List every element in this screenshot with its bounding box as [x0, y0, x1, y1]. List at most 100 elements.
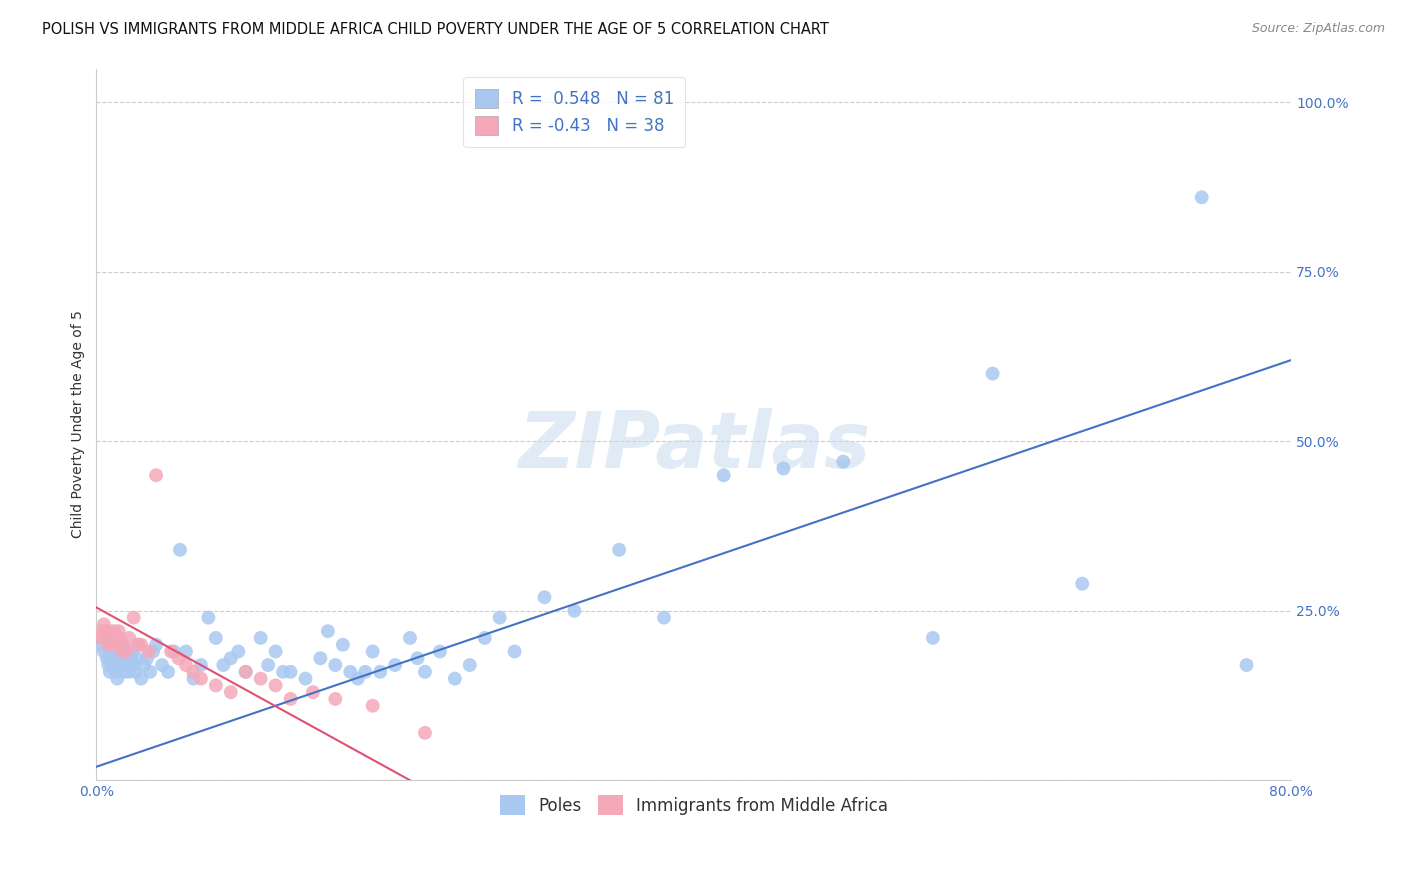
Point	[444, 672, 467, 686]
Point	[503, 644, 526, 658]
Point	[226, 644, 249, 658]
Point	[235, 665, 257, 679]
Point	[112, 638, 135, 652]
Point	[118, 631, 141, 645]
Point	[249, 631, 271, 645]
Point	[103, 658, 125, 673]
Point	[112, 644, 135, 658]
Point	[100, 631, 122, 645]
Point	[1236, 658, 1258, 673]
Point	[145, 638, 167, 652]
Point	[212, 658, 235, 673]
Point	[90, 631, 112, 645]
Point	[98, 624, 121, 639]
Point	[120, 651, 142, 665]
Point	[101, 651, 124, 665]
Point	[127, 638, 149, 652]
Point	[121, 644, 143, 658]
Point	[114, 665, 136, 679]
Point	[309, 651, 332, 665]
Point	[361, 698, 384, 713]
Point	[91, 624, 114, 639]
Point	[124, 665, 146, 679]
Point	[190, 658, 212, 673]
Point	[110, 631, 132, 645]
Point	[316, 624, 339, 639]
Point	[115, 651, 138, 665]
Point	[325, 658, 347, 673]
Point	[93, 644, 115, 658]
Point	[100, 644, 122, 658]
Point	[183, 665, 205, 679]
Point	[111, 658, 134, 673]
Point	[458, 658, 481, 673]
Point	[271, 665, 294, 679]
Point	[174, 644, 197, 658]
Point	[127, 638, 149, 652]
Point	[104, 631, 127, 645]
Point	[107, 651, 129, 665]
Point	[190, 672, 212, 686]
Point	[429, 644, 451, 658]
Point	[981, 367, 1004, 381]
Point	[413, 665, 436, 679]
Point	[413, 726, 436, 740]
Point	[94, 624, 117, 639]
Point	[163, 644, 186, 658]
Point	[264, 678, 287, 692]
Point	[138, 644, 160, 658]
Point	[235, 665, 257, 679]
Point	[384, 658, 406, 673]
Point	[562, 604, 585, 618]
Point	[713, 468, 735, 483]
Point	[169, 542, 191, 557]
Point	[1071, 576, 1094, 591]
Text: Source: ZipAtlas.com: Source: ZipAtlas.com	[1251, 22, 1385, 36]
Point	[332, 638, 354, 652]
Point	[103, 624, 125, 639]
Point	[97, 638, 120, 652]
Point	[280, 692, 302, 706]
Point	[368, 665, 391, 679]
Point	[197, 610, 219, 624]
Point	[219, 685, 242, 699]
Point	[249, 672, 271, 686]
Point	[205, 631, 228, 645]
Point	[339, 665, 361, 679]
Point	[136, 651, 159, 665]
Point	[139, 665, 162, 679]
Point	[406, 651, 429, 665]
Point	[111, 644, 134, 658]
Point	[280, 665, 302, 679]
Point	[142, 644, 165, 658]
Point	[533, 591, 555, 605]
Point	[325, 692, 347, 706]
Point	[921, 631, 943, 645]
Point	[122, 658, 145, 673]
Text: POLISH VS IMMIGRANTS FROM MIDDLE AFRICA CHILD POVERTY UNDER THE AGE OF 5 CORRELA: POLISH VS IMMIGRANTS FROM MIDDLE AFRICA …	[42, 22, 830, 37]
Point	[205, 678, 228, 692]
Point	[104, 665, 127, 679]
Point	[257, 658, 280, 673]
Point	[160, 644, 183, 658]
Point	[105, 638, 128, 652]
Point	[96, 631, 118, 645]
Point	[174, 658, 197, 673]
Point	[122, 610, 145, 624]
Point	[399, 631, 422, 645]
Point	[183, 672, 205, 686]
Point	[346, 672, 368, 686]
Point	[1191, 190, 1213, 204]
Point	[129, 638, 152, 652]
Point	[125, 651, 148, 665]
Legend: Poles, Immigrants from Middle Africa: Poles, Immigrants from Middle Africa	[489, 785, 898, 825]
Point	[167, 651, 190, 665]
Point	[652, 610, 675, 624]
Point	[145, 468, 167, 483]
Point	[93, 617, 115, 632]
Point	[474, 631, 496, 645]
Point	[302, 685, 325, 699]
Point	[115, 644, 138, 658]
Point	[219, 651, 242, 665]
Point	[98, 665, 121, 679]
